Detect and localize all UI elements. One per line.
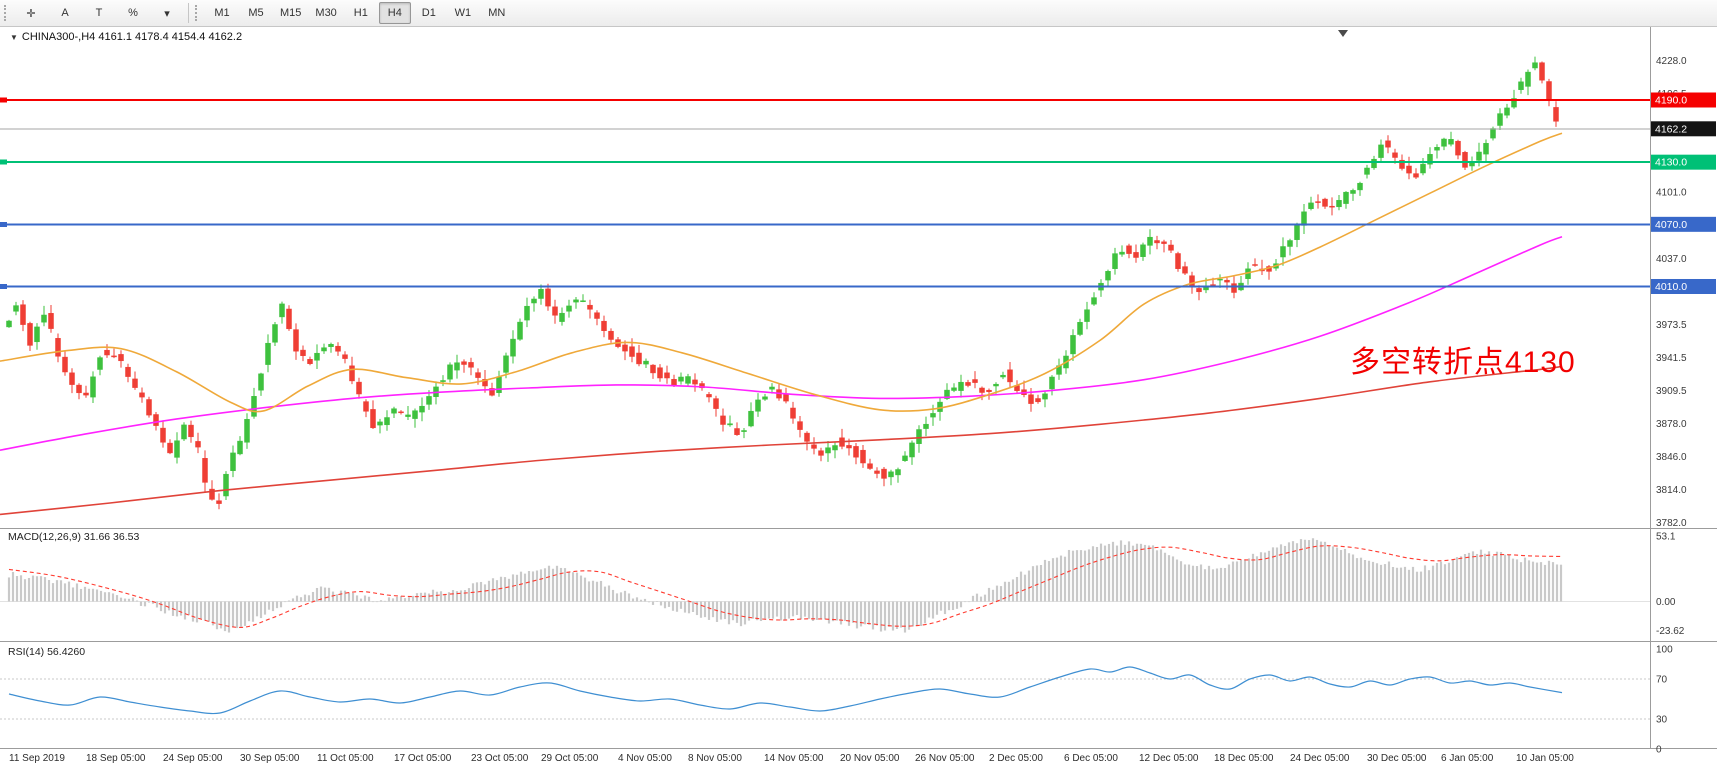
svg-text:12 Dec 05:00: 12 Dec 05:00 xyxy=(1139,753,1199,764)
candlestick-series xyxy=(6,56,1559,510)
timeframe-mn-button[interactable]: MN xyxy=(488,7,506,19)
svg-text:3846.0: 3846.0 xyxy=(1656,452,1687,463)
chart-shift-marker[interactable] xyxy=(1338,30,1348,37)
svg-text:3782.0: 3782.0 xyxy=(1656,518,1687,529)
timeframe-m1-button[interactable]: M1 xyxy=(214,7,230,19)
svg-text:4037.0: 4037.0 xyxy=(1656,254,1687,265)
svg-text:2 Dec 05:00: 2 Dec 05:00 xyxy=(989,753,1043,764)
timeframe-w1-button[interactable]: W1 xyxy=(454,7,472,19)
text-label-button[interactable]: T xyxy=(95,7,103,19)
svg-text:4130.0: 4130.0 xyxy=(1655,157,1687,169)
svg-text:24 Dec 05:00: 24 Dec 05:00 xyxy=(1290,753,1350,764)
timeframe-m5-button[interactable]: M5 xyxy=(248,7,264,19)
svg-text:3973.5: 3973.5 xyxy=(1656,320,1687,331)
svg-text:18 Dec 05:00: 18 Dec 05:00 xyxy=(1214,753,1274,764)
svg-text:4 Nov 05:00: 4 Nov 05:00 xyxy=(618,753,672,764)
line-studies-group: ✛ A T% ▾ xyxy=(14,2,184,24)
svg-text:11 Sep 2019: 11 Sep 2019 xyxy=(9,753,65,764)
svg-text:6 Jan 05:00: 6 Jan 05:00 xyxy=(1441,753,1494,764)
panel-frame xyxy=(0,27,1717,749)
svg-text:23 Oct 05:00: 23 Oct 05:00 xyxy=(471,753,529,764)
text-button[interactable]: A xyxy=(61,7,69,19)
ma-fast-orange-line xyxy=(0,132,1563,413)
svg-text:17 Oct 05:00: 17 Oct 05:00 xyxy=(394,753,452,764)
svg-text:14 Nov 05:00: 14 Nov 05:00 xyxy=(764,753,824,764)
toolbar-grip[interactable] xyxy=(195,5,201,21)
timeframe-h4-button[interactable]: H4 xyxy=(378,2,411,24)
svg-text:29 Oct 05:00: 29 Oct 05:00 xyxy=(541,753,599,764)
svg-text:8 Nov 05:00: 8 Nov 05:00 xyxy=(688,753,742,764)
svg-text:6 Dec 05:00: 6 Dec 05:00 xyxy=(1064,753,1118,764)
svg-text:11 Oct 05:00: 11 Oct 05:00 xyxy=(317,753,374,764)
chart-canvas[interactable]: 4228.04196.54101.04037.03973.53941.53909… xyxy=(0,27,1717,771)
price-tags: 4190.0 4162.2 4130.0 4070.0 4010.0 xyxy=(1651,92,1716,294)
svg-text:3878.0: 3878.0 xyxy=(1656,419,1687,430)
svg-text:4101.0: 4101.0 xyxy=(1656,188,1687,199)
svg-text:10 Jan 05:00: 10 Jan 05:00 xyxy=(1516,753,1574,764)
svg-text:4190.0: 4190.0 xyxy=(1655,95,1687,107)
crosshair-button[interactable]: ✛ xyxy=(26,7,36,20)
svg-text:20 Nov 05:00: 20 Nov 05:00 xyxy=(840,753,900,764)
timeframe-d1-button[interactable]: D1 xyxy=(421,7,436,19)
horizontal-levels xyxy=(0,97,1650,289)
tools-dropdown-button[interactable]: ▾ xyxy=(164,7,170,20)
moving-averages xyxy=(0,132,1563,516)
ma-slow-red-line xyxy=(0,365,1563,516)
svg-text:70: 70 xyxy=(1656,675,1668,686)
toolbar-grip[interactable] xyxy=(4,5,10,21)
timeframe-h1-button[interactable]: H1 xyxy=(353,7,368,19)
svg-text:-23.62: -23.62 xyxy=(1656,626,1685,637)
toolbar-separator xyxy=(188,3,189,23)
price-axis[interactable]: 4228.04196.54101.04037.03973.53941.53909… xyxy=(1656,56,1687,755)
svg-text:3941.5: 3941.5 xyxy=(1656,353,1687,364)
svg-text:4228.0: 4228.0 xyxy=(1656,56,1687,67)
svg-text:26 Nov 05:00: 26 Nov 05:00 xyxy=(915,753,975,764)
svg-text:3814.0: 3814.0 xyxy=(1656,485,1687,496)
svg-text:30 Sep 05:00: 30 Sep 05:00 xyxy=(240,753,300,764)
svg-text:18 Sep 05:00: 18 Sep 05:00 xyxy=(86,753,146,764)
svg-text:30 Dec 05:00: 30 Dec 05:00 xyxy=(1367,753,1427,764)
svg-text:4010.0: 4010.0 xyxy=(1655,281,1687,293)
svg-text:4070.0: 4070.0 xyxy=(1655,219,1687,231)
svg-text:24 Sep 05:00: 24 Sep 05:00 xyxy=(163,753,223,764)
main-toolbar: ✛ A T% ▾ M1 M5 M15 M30 H1 H4 D1 W1 MN xyxy=(0,0,1717,27)
macd-signal-line xyxy=(8,545,1563,628)
fibonacci-button[interactable]: % xyxy=(128,7,138,19)
svg-text:0.00: 0.00 xyxy=(1656,597,1676,608)
timeframe-m15-button[interactable]: M15 xyxy=(280,7,302,19)
ma-medium-magenta-line xyxy=(0,236,1563,451)
svg-text:53.1: 53.1 xyxy=(1656,531,1676,542)
time-axis[interactable]: 11 Sep 2019 18 Sep 05:00 24 Sep 05:00 30 Se… xyxy=(9,753,1574,764)
timeframe-m30-button[interactable]: M30 xyxy=(315,7,337,19)
svg-text:0: 0 xyxy=(1656,745,1662,756)
svg-text:100: 100 xyxy=(1656,645,1673,656)
svg-text:30: 30 xyxy=(1656,715,1668,726)
timeframes-group: M1 M5 M15 M30 H1 H4 D1 W1 MN xyxy=(205,2,514,24)
svg-text:4162.2: 4162.2 xyxy=(1655,123,1687,135)
macd-histogram xyxy=(7,538,1563,633)
svg-text:3909.5: 3909.5 xyxy=(1656,386,1687,397)
rsi-line xyxy=(8,666,1563,715)
